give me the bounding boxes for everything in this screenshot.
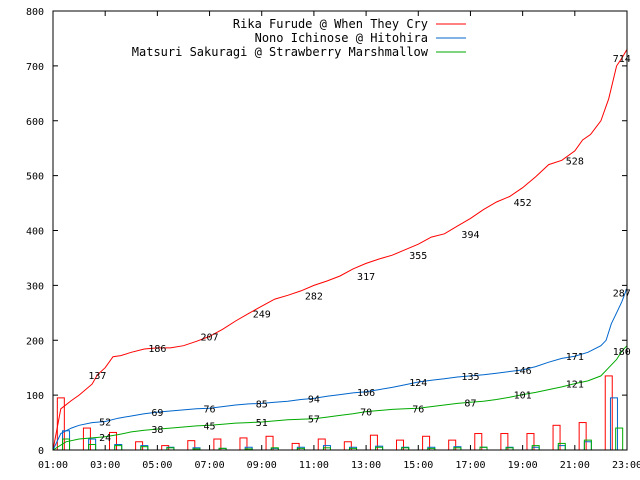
legend-label: Nono Ichinose @ Hitohira xyxy=(255,31,428,45)
data-label: 106 xyxy=(357,388,375,399)
data-label: 101 xyxy=(514,391,532,402)
data-label: 394 xyxy=(461,230,479,241)
x-tick-label: 17:00 xyxy=(455,460,485,471)
x-tick-label: 13:00 xyxy=(351,460,381,471)
y-tick-label: 800 xyxy=(26,7,44,18)
data-label: 714 xyxy=(613,54,631,65)
data-label: 528 xyxy=(566,156,584,167)
data-labels-layer: 137 186 207 249 282 317 355 394 452 528 714 52 69 76 8… xyxy=(88,54,630,444)
data-label: 180 xyxy=(613,347,631,358)
data-label: 45 xyxy=(204,421,216,432)
x-tick-label: 21:00 xyxy=(560,460,590,471)
series-line-1 xyxy=(52,49,628,451)
data-label: 57 xyxy=(308,415,320,426)
data-label: 137 xyxy=(88,371,106,382)
x-tick-label: 03:00 xyxy=(90,460,120,471)
data-label: 94 xyxy=(308,394,320,405)
data-label: 121 xyxy=(566,380,584,391)
axes-layer: 0 100 200 300 400 500 600 700 800 01:00 03:00 05:00… xyxy=(26,7,640,471)
data-label: 135 xyxy=(461,372,479,383)
x-tick-label: 15:00 xyxy=(403,460,433,471)
data-label: 70 xyxy=(360,408,372,419)
y-tick-label: 500 xyxy=(26,172,44,183)
data-label: 282 xyxy=(305,291,323,302)
data-label: 207 xyxy=(201,332,219,343)
lines-layer xyxy=(52,49,628,451)
data-label: 52 xyxy=(99,417,111,428)
y-tick-label: 700 xyxy=(26,62,44,73)
y-tick-label: 0 xyxy=(38,446,44,457)
data-label: 355 xyxy=(409,251,427,262)
data-label: 249 xyxy=(253,309,271,320)
x-tick-label: 23:00 xyxy=(612,460,640,471)
y-tick-label: 400 xyxy=(26,227,44,238)
data-label: 171 xyxy=(566,352,584,363)
data-label: 87 xyxy=(464,398,476,409)
data-label: 124 xyxy=(409,378,427,389)
data-label: 146 xyxy=(514,366,532,377)
data-label: 24 xyxy=(99,433,111,444)
data-label: 76 xyxy=(412,404,424,415)
x-tick-label: 05:00 xyxy=(142,460,172,471)
data-label: 287 xyxy=(613,289,631,300)
data-label: 38 xyxy=(151,425,163,436)
x-tick-label: 09:00 xyxy=(247,460,277,471)
data-label: 51 xyxy=(256,418,268,429)
y-tick-label: 300 xyxy=(26,281,44,292)
x-tick-label: 11:00 xyxy=(299,460,329,471)
data-label: 85 xyxy=(256,399,268,410)
series-line-3 xyxy=(52,345,628,451)
y-tick-label: 200 xyxy=(26,336,44,347)
y-tick-label: 100 xyxy=(26,391,44,402)
y-tick-label: 600 xyxy=(26,117,44,128)
legend-label: Matsuri Sakuragi @ Strawberry Marshmallo… xyxy=(132,45,429,59)
data-label: 317 xyxy=(357,272,375,283)
x-tick-label: 07:00 xyxy=(194,460,224,471)
data-label: 76 xyxy=(204,404,216,415)
data-label: 186 xyxy=(148,344,166,355)
series-line-2 xyxy=(52,287,628,451)
x-tick-label: 01:00 xyxy=(38,460,68,471)
x-tick-label: 19:00 xyxy=(508,460,538,471)
data-label: 452 xyxy=(514,198,532,209)
legend-label: Rika Furude @ When They Cry xyxy=(233,17,428,31)
data-label: 69 xyxy=(151,408,163,419)
